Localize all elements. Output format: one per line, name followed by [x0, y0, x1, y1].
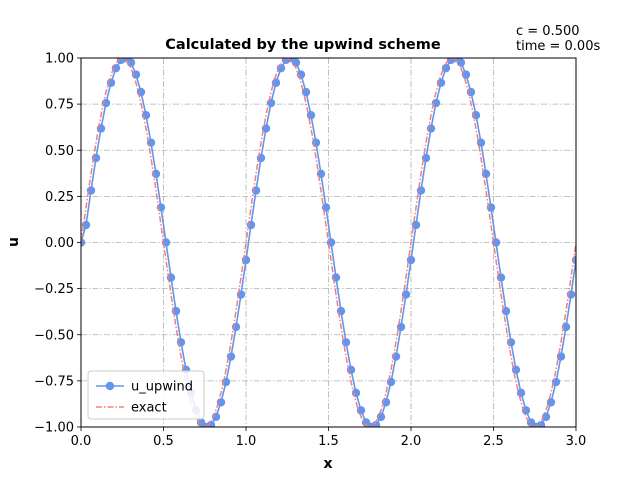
data-point-u-upwind	[131, 70, 141, 79]
x-tick-label: 3.0	[566, 434, 587, 449]
data-point-u-upwind	[356, 406, 366, 415]
x-tick-label: 2.5	[483, 434, 504, 449]
x-tick-label: 0.5	[153, 434, 174, 449]
data-point-u-upwind	[411, 220, 421, 230]
data-point-u-upwind	[461, 70, 471, 79]
series-layer	[81, 58, 576, 427]
data-point-u-upwind	[111, 63, 121, 73]
y-tick-label: 0.75	[45, 98, 74, 113]
y-tick-label: 0.25	[45, 190, 74, 205]
data-point-u-upwind	[541, 412, 551, 422]
x-tick-label: 2.0	[401, 434, 422, 449]
data-point-u-upwind	[396, 322, 406, 332]
data-point-u-upwind	[536, 420, 546, 427]
annotation-time: time = 0.00s	[516, 39, 600, 54]
data-point-u-upwind	[301, 87, 311, 97]
y-tick-label: 0.50	[45, 144, 74, 159]
x-tick-label: 1.5	[318, 434, 339, 449]
chart-title: Calculated by the upwind scheme	[165, 37, 441, 53]
data-point-u-upwind	[316, 169, 326, 179]
data-point-u-upwind	[271, 78, 281, 87]
data-point-u-upwind	[386, 377, 396, 387]
y-tick-label: −0.75	[34, 374, 74, 389]
legend-label-exact: exact	[131, 401, 167, 416]
data-point-u-upwind	[456, 58, 466, 67]
x-tick-label: 0.0	[71, 434, 92, 449]
y-axis-ticks: −1.00 −0.75 −0.50 −0.25 0.00 0.25 0.50 0.75 1.00	[34, 52, 81, 436]
data-point-u-upwind	[321, 203, 331, 212]
data-point-u-upwind	[266, 98, 276, 108]
y-axis-title: u	[6, 237, 22, 247]
annotation-c-value: c = 0.500	[516, 24, 580, 39]
data-point-u-upwind	[336, 306, 346, 316]
data-point-u-upwind	[376, 412, 386, 422]
data-point-u-upwind	[306, 110, 316, 120]
y-tick-label: −0.25	[34, 282, 74, 297]
plot-area	[81, 58, 576, 427]
data-point-u-upwind	[416, 186, 426, 195]
data-point-u-upwind	[546, 398, 556, 407]
data-point-u-upwind	[371, 420, 381, 427]
y-tick-label: 0.00	[45, 236, 74, 251]
data-point-u-upwind	[516, 388, 526, 398]
data-point-u-upwind	[216, 398, 226, 407]
legend-swatch-u-upwind-marker	[105, 381, 115, 391]
y-tick-label: −1.00	[34, 421, 74, 436]
series-line-exact	[81, 58, 576, 427]
data-point-u-upwind	[481, 169, 491, 179]
x-axis-ticks: 0.0 0.5 1.0 1.5 2.0 2.5 3.0	[71, 427, 587, 449]
data-point-u-upwind	[291, 58, 301, 67]
data-point-u-upwind	[521, 406, 531, 415]
y-tick-label: −0.50	[34, 328, 74, 343]
data-point-u-upwind	[441, 63, 451, 73]
data-point-u-upwind	[326, 238, 336, 247]
x-axis-title: x	[323, 456, 332, 472]
legend-label-u-upwind: u_upwind	[131, 380, 193, 395]
x-tick-label: 1.0	[236, 434, 257, 449]
data-point-u-upwind	[511, 365, 521, 375]
data-point-u-upwind	[476, 138, 486, 147]
legend: u_upwind exact	[87, 370, 205, 420]
data-point-u-upwind	[556, 352, 566, 361]
y-tick-label: 1.00	[45, 52, 74, 67]
series-line-u-upwind	[81, 58, 576, 427]
